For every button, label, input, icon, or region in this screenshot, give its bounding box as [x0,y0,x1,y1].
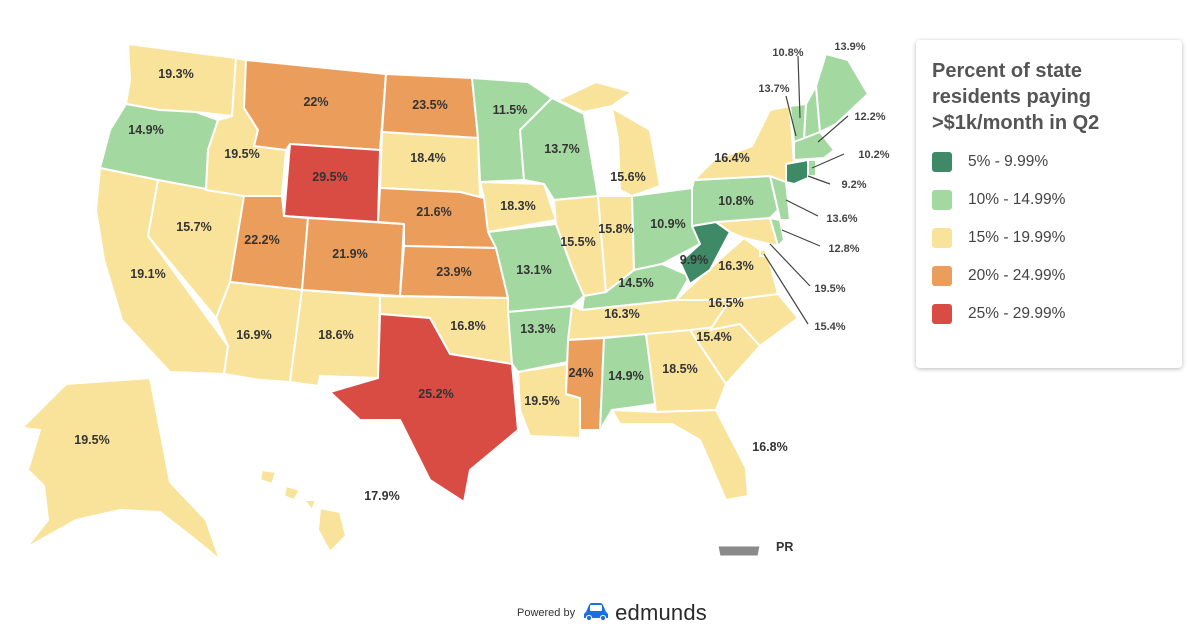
state-AL[interactable] [599,333,657,431]
legend-panel: Percent of state residents paying >$1k/m… [916,40,1182,368]
legend-label: 15% - 19.99% [968,229,1066,246]
state-CT[interactable] [785,159,809,185]
legend-swatch [932,190,952,210]
label-NM: 18.6% [318,328,353,342]
label-MA: 12.2% [854,111,885,123]
state-FL[interactable] [611,409,749,501]
label-NE: 21.6% [416,205,451,219]
label-CA: 19.1% [130,267,165,281]
powered-by-credit[interactable]: Powered by edmunds [517,598,707,628]
label-SD: 18.4% [410,151,445,165]
label-KY: 14.5% [618,276,653,290]
car-icon [583,601,609,626]
label-OH: 10.9% [650,217,685,231]
legend-label: 20% - 24.99% [968,267,1066,284]
label-NC: 16.5% [708,296,743,310]
label-MT: 22% [303,95,328,109]
label-ND: 23.5% [412,98,447,112]
label-CO: 21.9% [332,247,367,261]
state-NY[interactable] [693,105,795,183]
legend-item-bin0: 5% - 9.99% [932,150,1168,174]
label-HI: 17.9% [364,489,399,503]
legend-item-bin4: 25% - 29.99% [932,302,1168,326]
state-HI[interactable] [259,469,347,553]
label-RI: 10.2% [858,149,889,161]
label-OR: 14.9% [128,123,163,137]
edmunds-brand: edmunds [615,600,707,625]
legend-title: Percent of state residents paying >$1k/m… [932,58,1168,136]
label-IL: 15.5% [560,235,595,249]
label-TX: 25.2% [418,387,453,401]
legend-title-line: residents paying [932,86,1091,108]
label-AZ: 16.9% [236,328,271,342]
label-ID: 19.5% [224,147,259,161]
label-PA: 10.8% [718,194,753,208]
legend-label: 25% - 29.99% [968,305,1066,322]
legend-title-line: Percent of state [932,60,1083,82]
state-AK[interactable] [21,377,221,561]
legend-item-bin1: 10% - 14.99% [932,188,1168,212]
legend-label: 10% - 14.99% [968,191,1066,208]
label-WA: 19.3% [158,67,193,81]
label-WI: 13.7% [544,142,579,156]
label-OK: 16.8% [450,319,485,333]
legend-swatch [932,152,952,172]
label-SC: 15.4% [696,330,731,344]
state-IA[interactable] [479,181,557,233]
state-DE[interactable] [769,217,785,247]
label-UT: 22.2% [244,233,279,247]
label-NV: 15.7% [176,220,211,234]
state-TX[interactable] [329,313,519,503]
label-MD: 19.5% [814,283,845,295]
state-MA[interactable] [793,131,835,161]
label-VT: 10.8% [772,47,803,59]
label-AK: 19.5% [74,433,109,447]
legend-swatch [932,266,952,286]
label-AL: 14.9% [608,369,643,383]
legend-swatch [932,228,952,248]
label-WY: 29.5% [312,170,347,184]
label-CT: 9.2% [841,179,866,191]
label-MO: 13.1% [516,263,551,277]
label-TN: 16.3% [604,307,639,321]
state-AR[interactable] [507,305,573,373]
territory-pr-shape[interactable] [717,545,761,557]
legend-swatch [932,304,952,324]
label-ME: 13.9% [834,41,865,53]
legend-item-bin3: 20% - 24.99% [932,264,1168,288]
label-MN: 11.5% [493,103,528,117]
label-MI: 15.6% [610,170,645,184]
label-NY: 16.4% [714,151,749,165]
label-NH: 13.7% [758,83,789,95]
label-GA: 18.5% [662,362,697,376]
label-MS: 24% [568,366,593,380]
legend-item-bin2: 15% - 19.99% [932,226,1168,250]
state-OH[interactable] [631,187,701,271]
label-VA: 16.3% [718,259,753,273]
label-IA: 18.3% [500,199,535,213]
label-NJ: 13.6% [826,213,857,225]
legend-label: 5% - 9.99% [968,153,1049,170]
label-DE: 12.8% [828,243,859,255]
label-AR: 13.3% [520,322,555,336]
label-DC: 15.4% [814,321,845,333]
state-GA[interactable] [645,329,727,413]
label-LA: 19.5% [524,394,559,408]
label-FL: 16.8% [752,440,787,454]
legend-title-line: >$1k/month in Q2 [932,112,1100,134]
label-IN: 15.8% [598,222,633,236]
powered-by-text: Powered by [517,607,576,619]
territory-pr-label: PR [776,540,793,554]
label-WV: 9.9% [680,253,709,267]
label-KS: 23.9% [436,265,471,279]
